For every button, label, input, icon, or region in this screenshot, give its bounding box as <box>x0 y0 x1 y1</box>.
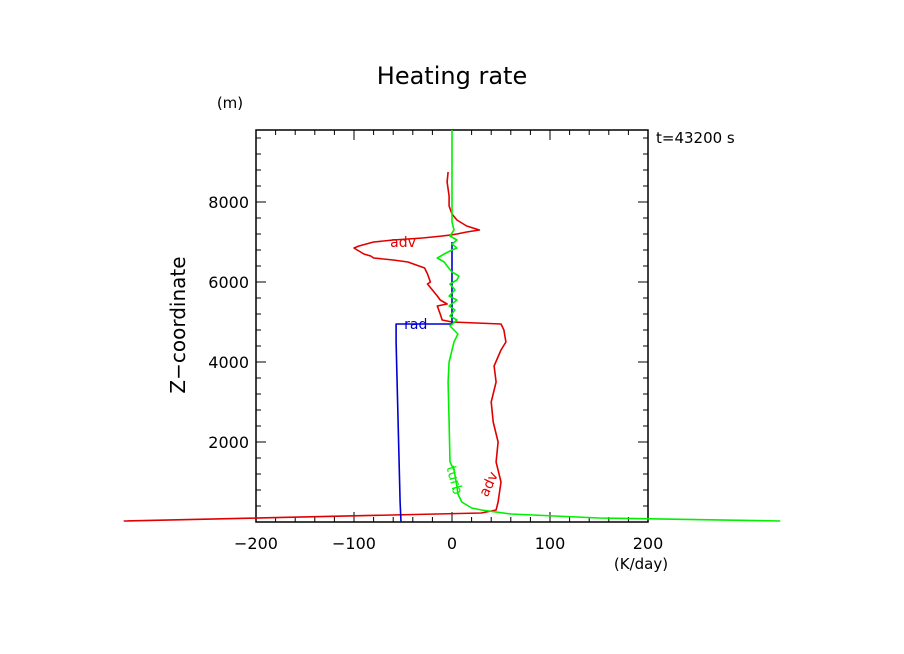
series-rad-label: rad <box>404 317 427 333</box>
x-tick-label: 100 <box>535 534 566 553</box>
x-tick-label: 200 <box>633 534 664 553</box>
series-adv-line <box>123 171 507 522</box>
series-adv-label: adv <box>390 235 416 251</box>
y-tick-label: 8000 <box>208 193 249 212</box>
series-turb-label: turb <box>442 464 465 496</box>
y-tick-label: 2000 <box>208 433 249 452</box>
x-tick-label: 0 <box>447 534 457 553</box>
axes: −200 −100 0 100 200 2000 4000 6000 8000 <box>208 129 664 553</box>
y-unit-label: (m) <box>217 94 243 112</box>
series-lines <box>123 130 781 523</box>
x-axis-label: (K/day) <box>614 555 668 573</box>
series-labels: adv adv rad turb <box>390 235 502 499</box>
x-tick-label: −200 <box>234 534 278 553</box>
chart-title: Heating rate <box>377 62 527 90</box>
series-adv-label: adv <box>476 469 501 499</box>
series-rad-line <box>395 242 453 523</box>
y-axis-label: Z−coordinate <box>166 256 190 393</box>
series-turb-line <box>436 130 781 522</box>
x-tick-label: −100 <box>332 534 376 553</box>
y-tick-label: 4000 <box>208 353 249 372</box>
y-tick-label: 6000 <box>208 273 249 292</box>
time-label: t=43200 s <box>656 129 735 147</box>
